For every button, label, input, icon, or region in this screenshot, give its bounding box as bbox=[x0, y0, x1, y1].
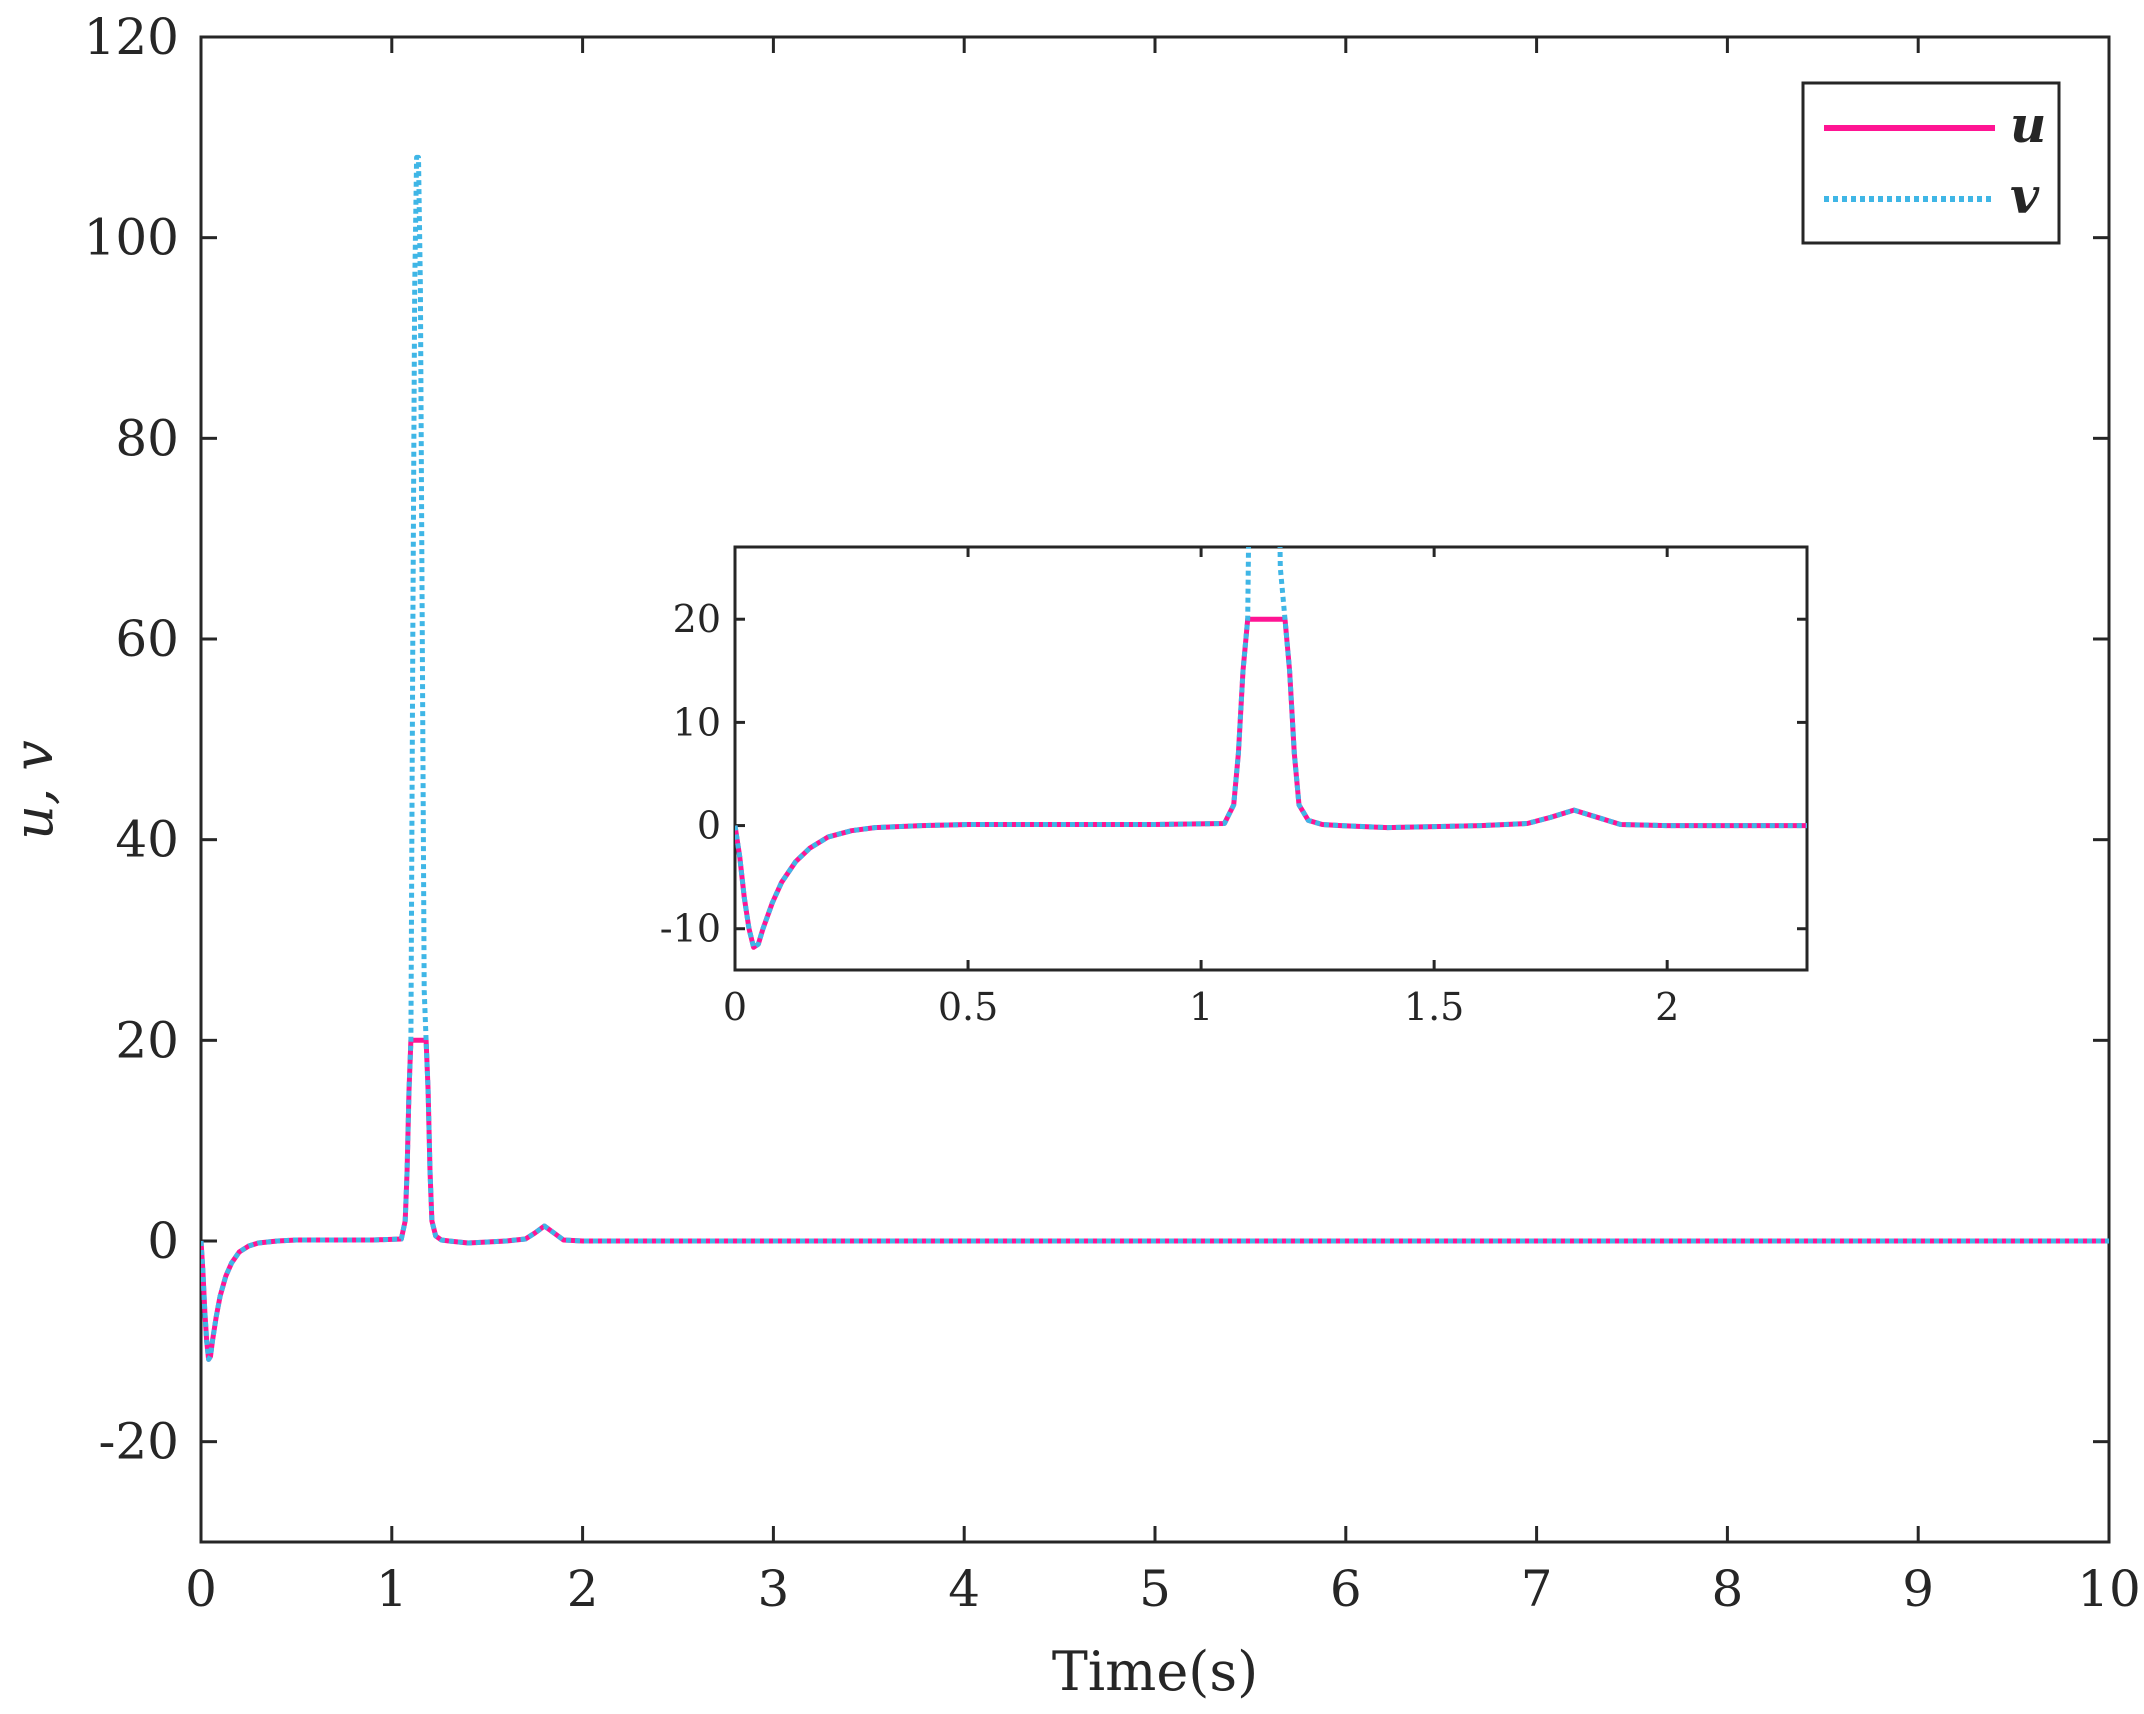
main-series-line-v bbox=[201, 154, 2109, 1362]
inset-y-tick-label: 20 bbox=[673, 597, 721, 641]
main-x-tick-label: 8 bbox=[1711, 1560, 1743, 1618]
main-series-line-u bbox=[201, 1037, 2109, 1362]
main-x-tick-label: 1 bbox=[376, 1560, 408, 1618]
main-y-tick-label: 60 bbox=[115, 610, 179, 668]
main-x-tick-label: 4 bbox=[948, 1560, 980, 1618]
inset-axes-box bbox=[733, 545, 1809, 972]
inset-y-tick-label: 0 bbox=[697, 804, 721, 848]
main-x-tick-label: 9 bbox=[1902, 1560, 1934, 1618]
legend-box bbox=[1801, 81, 2061, 245]
inset-y-tick-label: 10 bbox=[673, 700, 721, 744]
main-x-tick-label: 6 bbox=[1330, 1560, 1362, 1618]
y-axis-label: u, v bbox=[2, 740, 65, 840]
main-ticks bbox=[199, 35, 2111, 1542]
main-y-tick-label: 20 bbox=[115, 1011, 179, 1069]
inset-x-tick-label: 2 bbox=[1655, 985, 1679, 1029]
main-y-tick-label: 100 bbox=[84, 209, 179, 267]
inset-series-line-v bbox=[735, 547, 1807, 950]
legend: u v bbox=[1801, 81, 2061, 245]
main-x-tick-label: 3 bbox=[757, 1560, 789, 1618]
inset-x-tick-label: 1 bbox=[1189, 985, 1213, 1029]
x-axis-label: Time(s) bbox=[1052, 1640, 1258, 1703]
main-x-tick-label: 7 bbox=[1521, 1560, 1553, 1618]
main-y-tick-label: 120 bbox=[84, 8, 179, 66]
main-y-tick-label: 40 bbox=[115, 811, 179, 869]
main-x-tick-label: 10 bbox=[2077, 1560, 2141, 1618]
main-x-tick-label: 0 bbox=[185, 1560, 217, 1618]
main-y-tick-label: 0 bbox=[147, 1212, 179, 1270]
main-x-tick-label: 2 bbox=[567, 1560, 599, 1618]
legend-label-v: v bbox=[2010, 166, 2040, 225]
legend-label-u: u bbox=[2010, 95, 2046, 154]
main-y-tick-label: -20 bbox=[98, 1413, 179, 1471]
inset-y-tick-label: -10 bbox=[660, 907, 721, 951]
main-series bbox=[201, 154, 2109, 1362]
main-x-tick-label: 5 bbox=[1139, 1560, 1171, 1618]
inset-x-tick-label: 0.5 bbox=[938, 985, 998, 1029]
inset-x-tick-label: 0 bbox=[723, 985, 747, 1029]
main-y-tick-label: 80 bbox=[115, 409, 179, 467]
inset-series bbox=[735, 547, 1807, 950]
inset-x-tick-label: 1.5 bbox=[1404, 985, 1464, 1029]
